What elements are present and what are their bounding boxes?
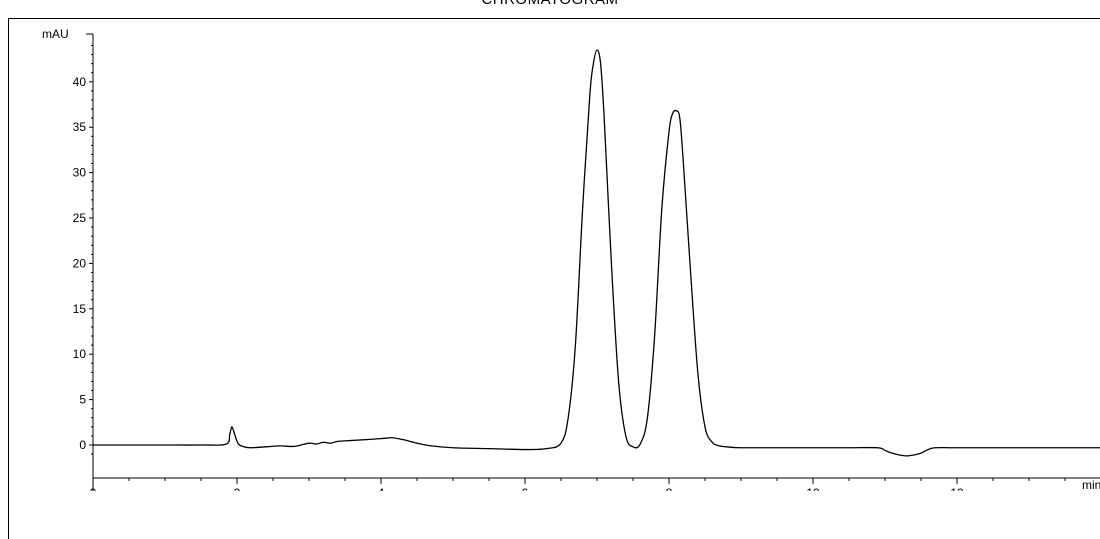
y-tick-label-10: 10	[73, 347, 87, 361]
y-tick-label-30: 30	[73, 166, 87, 180]
chromatogram-trace	[93, 49, 1100, 457]
plot-frame	[8, 18, 1100, 539]
chart-title: CHROMATOGRAM	[0, 0, 1100, 8]
x-tick-label-10: 10	[806, 486, 820, 491]
x-tick-label-0: 0	[90, 486, 97, 491]
y-tick-label-35: 35	[73, 120, 87, 134]
x-tick-label-2: 2	[234, 486, 241, 491]
y-tick-label-25: 25	[73, 211, 87, 225]
x-tick-label-4: 4	[378, 486, 385, 491]
y-tick-label-20: 20	[73, 256, 87, 270]
y-axis-label: mAU	[42, 27, 69, 41]
x-tick-label-8: 8	[666, 486, 673, 491]
y-tick-label-15: 15	[73, 302, 87, 316]
x-tick-label-6: 6	[522, 486, 529, 491]
y-tick-label-5: 5	[79, 393, 86, 407]
x-axis-label: min	[1082, 478, 1100, 491]
y-tick-label-40: 40	[73, 75, 87, 89]
y-tick-label-0: 0	[79, 438, 86, 452]
x-tick-label-12: 12	[950, 486, 964, 491]
chromatogram-chart: mAU 0 5 10 15 20 25 30 35 40 0 2 4 6 8 10 12 min	[42, 27, 1100, 491]
